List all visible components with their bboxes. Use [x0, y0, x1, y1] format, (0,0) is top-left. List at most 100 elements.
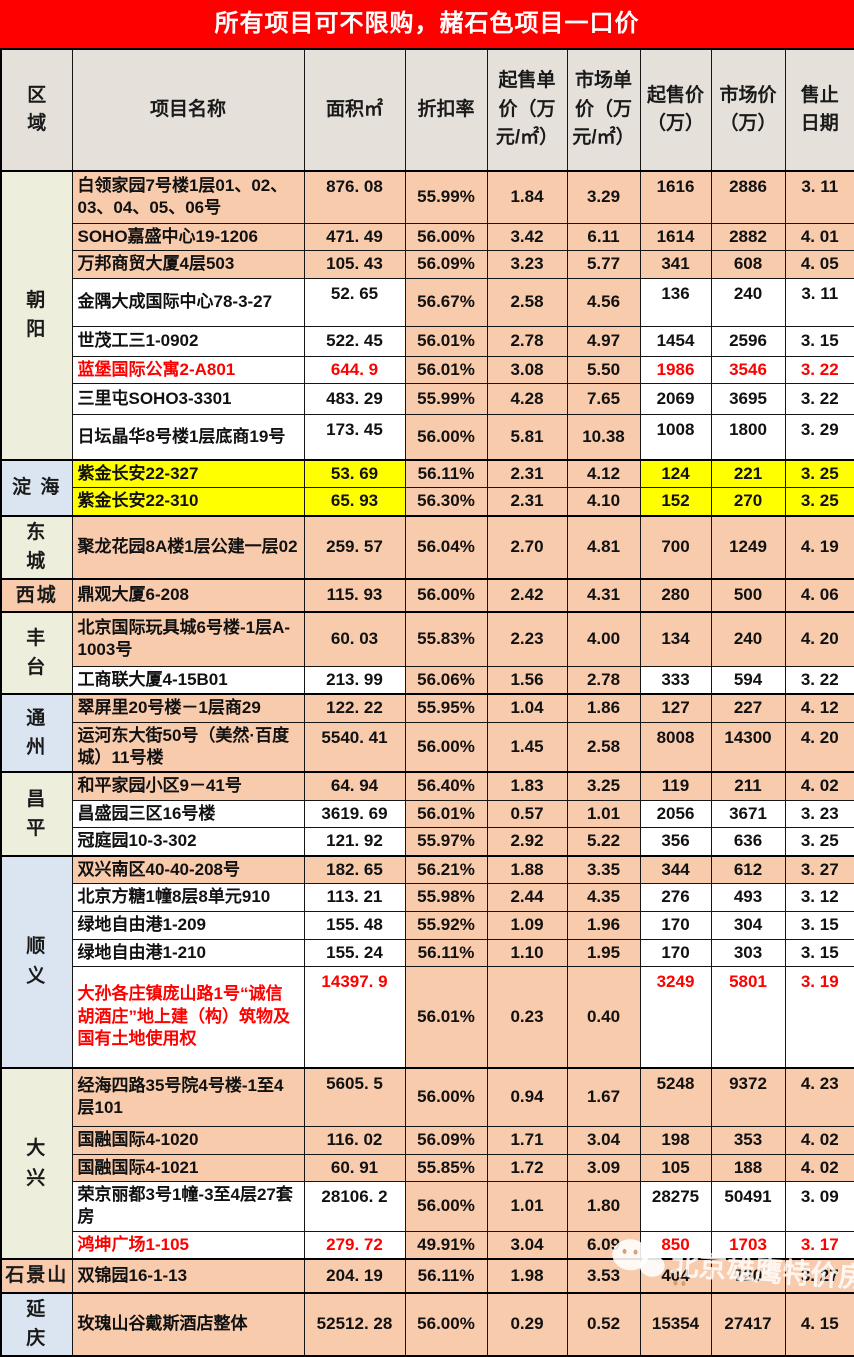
table-row: 朝阳白领家园7号楼1层01、02、03、04、05、06号 876. 08 55.9… [0, 170, 854, 461]
column-header: 市场单价（万元/㎡） [566, 48, 641, 172]
discount-cell: 56.00% [404, 577, 488, 613]
column-header: 折扣率 [404, 48, 488, 172]
start-unit-cell: 0.94 [486, 1066, 568, 1128]
start-unit-cell: 3.23 [486, 249, 568, 279]
table-row: 国融国际4-1021 60. 91 55.85% 1.72 3.09 105 188 4. 0… [1, 1153, 854, 1182]
district-cell: 大兴 [0, 1066, 73, 1260]
market-unit-cell: 1.67 [566, 1066, 641, 1128]
market-unit-cell: 0.52 [566, 1291, 641, 1357]
name-cell: 昌盛园三区16号楼 [71, 799, 305, 829]
start-total-cell: 198 [639, 1126, 712, 1155]
area-cell: 876. 08 [303, 170, 406, 224]
start-total-cell: 2069 [639, 383, 712, 416]
table-row: 东城聚龙花园8A楼1层公建一层02 259. 57 56.04% 2.70 4.81 70… [0, 514, 854, 580]
name-cell: 鸿坤广场1-105 [71, 1230, 305, 1260]
discount-cell: 56.21% [404, 854, 488, 885]
area-cell: 113. 21 [303, 883, 406, 913]
end-date-cell: 4. 19 [784, 514, 854, 580]
table-row: 通州翠屏里20号楼－1层商29 122. 22 55.95% 1.04 1.86 127 2… [0, 693, 854, 773]
market-unit-cell: 7.65 [566, 383, 641, 416]
column-header: 起售单价（万元/㎡） [486, 48, 568, 172]
district-cell: 顺义 [0, 854, 73, 1069]
market-unit-cell: 4.12 [566, 458, 641, 489]
start-total-cell: 1986 [639, 355, 712, 385]
table-row: 延庆玫瑰山谷戴斯酒店整体 52512. 28 56.00% 0.29 0.52 15354… [0, 1291, 854, 1357]
market-total-cell: 14300 [710, 721, 786, 773]
market-unit-cell: 6.09 [566, 1230, 641, 1260]
market-total-cell: 2596 [710, 325, 786, 357]
discount-cell: 56.00% [404, 1180, 488, 1232]
district-cell: 丰台 [0, 611, 73, 695]
market-unit-cell: 3.04 [566, 1126, 641, 1155]
start-unit-cell: 2.44 [486, 883, 568, 913]
market-total-cell: 240 [710, 277, 786, 327]
area-cell: 64. 94 [303, 771, 406, 801]
price-table: 区域项目名称 面积㎡ 折扣率 起售单价（万元/㎡） 市场单价（万元/㎡） 起售价（万） 市场… [0, 48, 854, 1357]
market-total-cell: 3671 [710, 799, 786, 829]
start-unit-cell: 2.70 [486, 514, 568, 580]
table-row: 万邦商贸大厦4层503 105. 43 56.09% 3.23 5.77 341 608 4.… [1, 249, 854, 279]
end-date-cell: 3. 23 [784, 799, 854, 829]
area-cell: 259. 57 [303, 514, 406, 580]
area-cell: 65. 93 [303, 487, 406, 517]
market-unit-cell: 1.01 [566, 799, 641, 829]
start-total-cell: 119 [639, 771, 712, 801]
end-date-cell: 4. 15 [784, 1291, 854, 1357]
market-unit-cell: 3.09 [566, 1153, 641, 1182]
table-row: 日坛晶华8号楼1层底商19号 173. 45 56.00% 5.81 10.38 1008… [1, 414, 854, 461]
start-unit-cell: 5.81 [486, 414, 568, 461]
name-cell: 国融国际4-1021 [71, 1153, 305, 1182]
discount-cell: 56.00% [404, 721, 488, 773]
market-unit-cell: 2.58 [566, 721, 641, 773]
start-total-cell: 105 [639, 1153, 712, 1182]
end-date-cell: 3. 29 [784, 414, 854, 461]
name-cell: 国融国际4-1020 [71, 1126, 305, 1155]
start-total-cell: 170 [639, 938, 712, 968]
start-unit-cell: 1.72 [486, 1153, 568, 1182]
area-cell: 155. 24 [303, 938, 406, 968]
discount-cell: 55.99% [404, 170, 488, 224]
table-row: 三里屯SOHO3-3301 483. 29 55.99% 4.28 7.65 2069 36… [1, 383, 854, 416]
market-unit-cell: 5.22 [566, 827, 641, 857]
name-cell: 北京方糖1幢8层8单元910 [71, 883, 305, 913]
discount-cell: 49.91% [404, 1230, 488, 1260]
market-unit-cell: 5.50 [566, 355, 641, 385]
end-date-cell: 4. 02 [784, 1153, 854, 1182]
market-unit-cell: 4.56 [566, 277, 641, 327]
area-cell: 644. 9 [303, 355, 406, 385]
table-row: 运河东大街50号（美然·百度城）11号楼 5540. 41 56.00% 1.45 2.… [1, 721, 854, 773]
district-cell: 通州 [0, 693, 73, 773]
market-total-cell: 608 [710, 249, 786, 279]
market-total-cell: 240 [710, 611, 786, 667]
market-total-cell: 1800 [710, 414, 786, 461]
table-row: 紫金长安22-310 65. 93 56.30% 2.31 4.10 152 270 3. 2… [1, 487, 854, 517]
start-total-cell: 152 [639, 487, 712, 517]
market-unit-cell: 1.95 [566, 938, 641, 968]
discount-cell: 55.98% [404, 883, 488, 913]
start-total-cell: 5248 [639, 1066, 712, 1128]
start-total-cell: 341 [639, 249, 712, 279]
market-total-cell: 500 [710, 577, 786, 613]
discount-cell: 56.67% [404, 277, 488, 327]
market-total-cell: 50491 [710, 1180, 786, 1232]
market-total-cell: 1249 [710, 514, 786, 580]
end-date-cell: 3. 12 [784, 883, 854, 913]
start-unit-cell: 1.01 [486, 1180, 568, 1232]
area-cell: 173. 45 [303, 414, 406, 461]
start-unit-cell: 4.28 [486, 383, 568, 416]
start-unit-cell: 2.78 [486, 325, 568, 357]
start-unit-cell: 1.56 [486, 665, 568, 695]
market-total-cell: 493 [710, 883, 786, 913]
area-cell: 105. 43 [303, 249, 406, 279]
start-unit-cell: 0.23 [486, 966, 568, 1069]
district-cell: 西城 [0, 577, 73, 613]
name-cell: SOHO嘉盛中心19-1206 [71, 222, 305, 251]
name-cell: 双兴南区40-40-208号 [71, 854, 305, 885]
start-total-cell: 170 [639, 911, 712, 940]
market-total-cell: 636 [710, 827, 786, 857]
market-total-cell: 2882 [710, 222, 786, 251]
area-cell: 121. 92 [303, 827, 406, 857]
table-row: SOHO嘉盛中心19-1206 471. 49 56.00% 3.42 6.11 1614… [1, 222, 854, 251]
market-total-cell: 221 [710, 458, 786, 489]
